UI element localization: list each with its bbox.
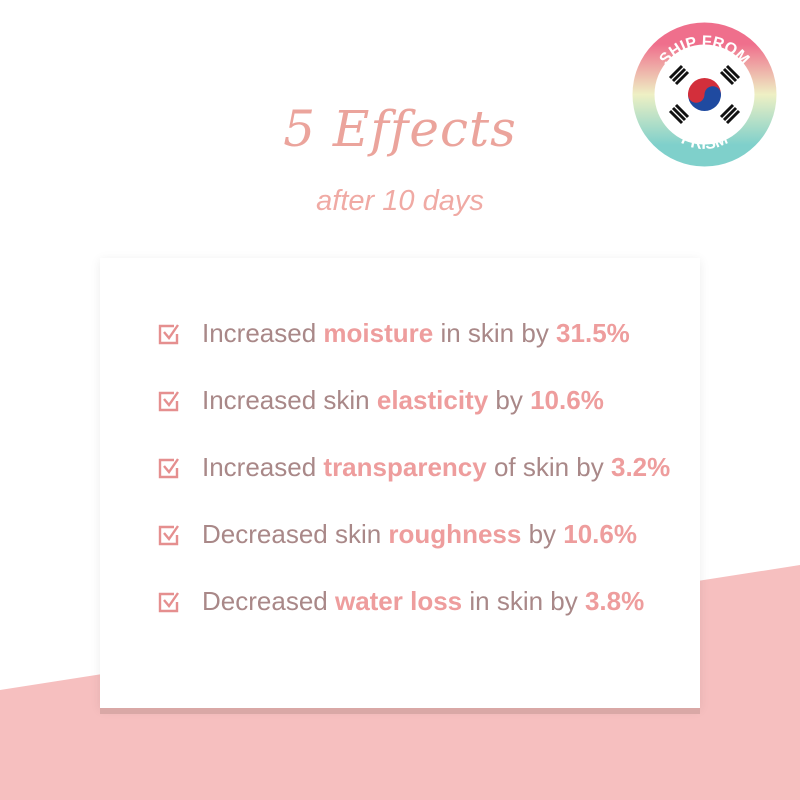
page-title: 5 Effects xyxy=(283,100,517,158)
percent-value: 3.8% xyxy=(584,586,645,616)
ship-from-badge: SHIP FROM PRISM xyxy=(632,22,777,167)
effects-card: Increased moisture in skin by 31.5% Incre… xyxy=(100,258,700,708)
effect-item: Increased skin elasticity by 10.6% xyxy=(158,385,604,416)
highlight: water loss xyxy=(334,586,463,616)
checkbox-checked-icon xyxy=(158,525,179,546)
highlight: elasticity xyxy=(376,385,489,415)
korea-flag-icon xyxy=(668,64,741,125)
highlight: transparency xyxy=(323,452,487,482)
effect-item: Increased moisture in skin by 31.5% xyxy=(158,318,630,349)
percent-value: 10.6% xyxy=(563,519,637,549)
checkbox-checked-icon xyxy=(158,391,179,412)
highlight: moisture xyxy=(323,318,434,348)
checkbox-checked-icon xyxy=(158,592,179,613)
percent-value: 3.2% xyxy=(611,452,671,482)
effect-item: Decreased water loss in skin by 3.8% xyxy=(158,586,644,617)
svg-text:PRISM: PRISM xyxy=(679,131,731,154)
percent-value: 31.5% xyxy=(556,318,630,348)
checkbox-checked-icon xyxy=(158,324,179,345)
effect-item: Increased transparency of skin by 3.2% xyxy=(158,452,670,483)
effect-item: Decreased skin roughness by 10.6% xyxy=(158,519,637,550)
subtitle: after 10 days xyxy=(316,185,484,217)
percent-value: 10.6% xyxy=(530,385,604,415)
checkbox-checked-icon xyxy=(158,458,179,479)
highlight: roughness xyxy=(388,519,522,549)
